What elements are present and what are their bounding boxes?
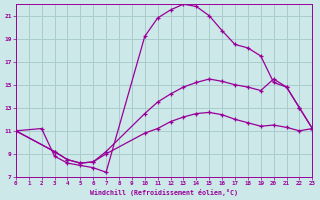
X-axis label: Windchill (Refroidissement éolien,°C): Windchill (Refroidissement éolien,°C) — [90, 189, 238, 196]
